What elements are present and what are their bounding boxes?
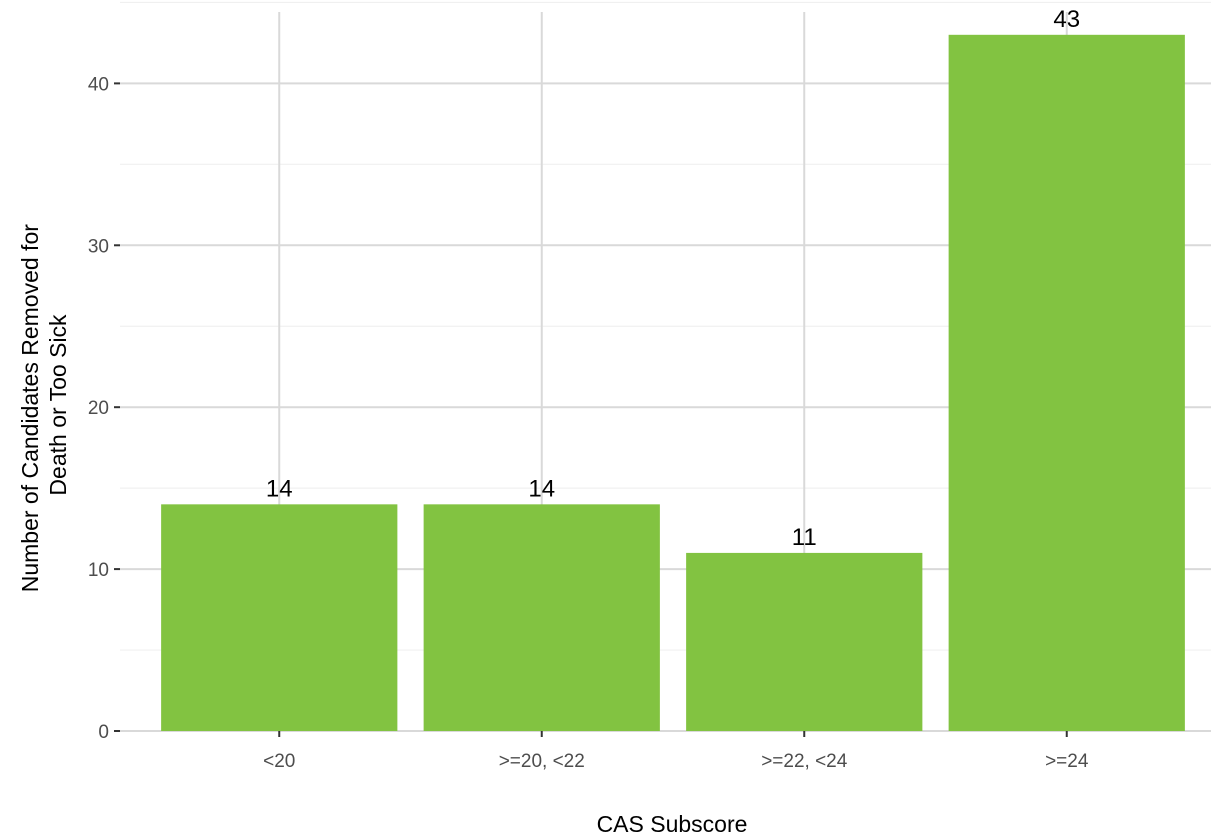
bar xyxy=(686,552,923,731)
y-axis: 0 10 20 30 40 xyxy=(88,74,120,743)
x-tick-label: <20 xyxy=(263,751,295,772)
y-tick-label: 10 xyxy=(88,560,109,581)
y-axis-title: Number of Candidates Removed for Death o… xyxy=(17,218,71,593)
x-tick-label: >=24 xyxy=(1045,751,1089,772)
y-tick-label: 20 xyxy=(88,398,109,419)
x-tick-label: >=22, <24 xyxy=(761,751,848,772)
bar xyxy=(161,504,398,731)
x-axis: <20 >=20, <22 >=22, <24 >=24 xyxy=(263,731,1089,772)
x-tick-label: >=20, <22 xyxy=(499,751,585,772)
data-labels: 14 14 11 43 xyxy=(266,6,1080,551)
bar-value-label: 43 xyxy=(1053,6,1080,33)
y-tick-label: 40 xyxy=(88,74,109,95)
y-tick-label: 30 xyxy=(88,236,109,257)
y-axis-title-line-2: Death or Too Sick xyxy=(45,314,71,496)
bar-value-label: 11 xyxy=(792,524,817,551)
bars xyxy=(161,34,1185,732)
bar xyxy=(948,34,1185,732)
y-axis-title-line-1: Number of Candidates Removed for xyxy=(17,224,43,593)
bar-value-label: 14 xyxy=(266,475,293,502)
bar xyxy=(423,504,660,731)
y-tick-label: 0 xyxy=(98,722,109,743)
x-axis-title: CAS Subscore xyxy=(597,811,748,837)
bar-value-label: 14 xyxy=(528,475,555,502)
